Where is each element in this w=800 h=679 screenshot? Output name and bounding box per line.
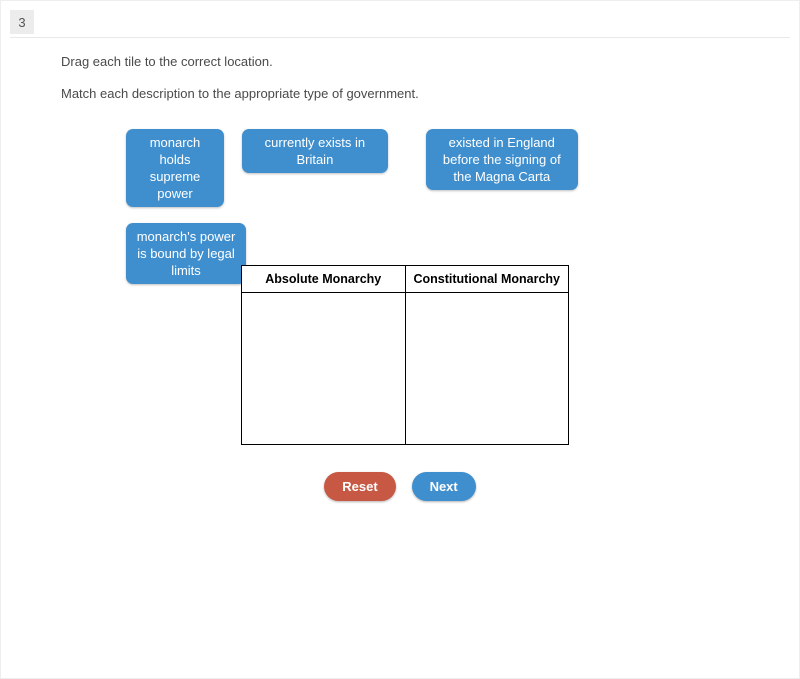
instruction-primary: Drag each tile to the correct location.: [61, 54, 273, 69]
question-page: 3 Drag each tile to the correct location…: [0, 0, 800, 679]
next-button[interactable]: Next: [412, 472, 476, 501]
drop-zone-absolute[interactable]: [242, 293, 406, 445]
tile-exists-britain[interactable]: currently exists in Britain: [242, 129, 388, 173]
question-number-badge: 3: [10, 10, 34, 34]
drop-target-table: Absolute Monarchy Constitutional Monarch…: [241, 265, 569, 445]
divider: [10, 37, 790, 38]
reset-button[interactable]: Reset: [324, 472, 395, 501]
drop-zone-constitutional[interactable]: [405, 293, 569, 445]
tile-legal-limits[interactable]: monarch's power is bound by legal limits: [126, 223, 246, 284]
column-header-constitutional: Constitutional Monarchy: [405, 266, 569, 293]
tile-magna-carta[interactable]: existed in England before the signing of…: [426, 129, 578, 190]
column-header-absolute: Absolute Monarchy: [242, 266, 406, 293]
action-buttons: Reset Next: [1, 472, 799, 501]
instruction-secondary: Match each description to the appropriat…: [61, 86, 419, 101]
tile-monarch-supreme[interactable]: monarch holds supreme power: [126, 129, 224, 207]
